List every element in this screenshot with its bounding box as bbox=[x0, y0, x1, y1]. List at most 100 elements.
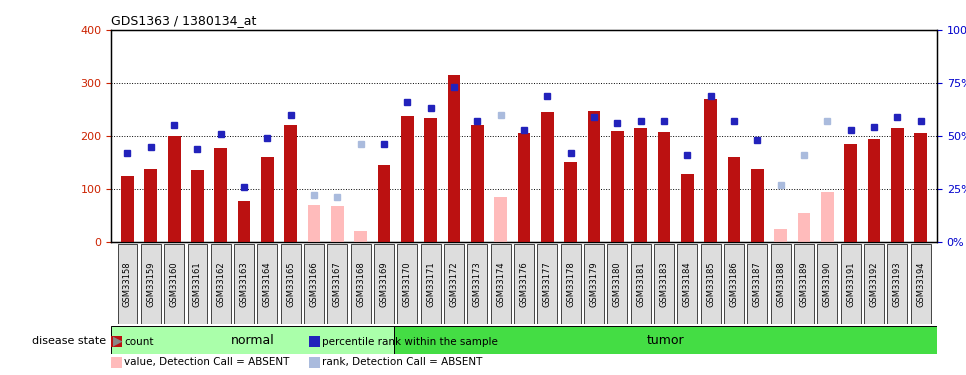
FancyBboxPatch shape bbox=[234, 243, 254, 324]
Text: GSM33172: GSM33172 bbox=[449, 261, 459, 307]
FancyBboxPatch shape bbox=[840, 243, 861, 324]
Bar bbox=[214, 148, 227, 242]
Text: GSM33161: GSM33161 bbox=[193, 261, 202, 307]
Text: GSM33183: GSM33183 bbox=[660, 261, 668, 307]
Text: GSM33179: GSM33179 bbox=[589, 261, 599, 307]
Text: GSM33187: GSM33187 bbox=[753, 261, 762, 307]
Bar bbox=[309, 336, 320, 347]
Bar bbox=[821, 192, 834, 242]
FancyBboxPatch shape bbox=[888, 243, 907, 324]
Text: GSM33190: GSM33190 bbox=[823, 261, 832, 307]
Text: GSM33184: GSM33184 bbox=[683, 261, 692, 307]
FancyBboxPatch shape bbox=[164, 243, 184, 324]
Text: GSM33167: GSM33167 bbox=[333, 261, 342, 307]
Text: GSM33188: GSM33188 bbox=[777, 261, 785, 307]
Bar bbox=[447, 75, 461, 242]
Bar bbox=[309, 357, 320, 368]
FancyBboxPatch shape bbox=[865, 243, 884, 324]
Text: GSM33163: GSM33163 bbox=[240, 261, 248, 307]
Bar bbox=[238, 201, 250, 242]
Bar bbox=[331, 206, 344, 242]
FancyBboxPatch shape bbox=[514, 243, 534, 324]
FancyBboxPatch shape bbox=[281, 243, 300, 324]
FancyBboxPatch shape bbox=[421, 243, 440, 324]
Bar bbox=[914, 133, 927, 242]
Text: GSM33169: GSM33169 bbox=[380, 261, 388, 307]
Text: normal: normal bbox=[231, 334, 274, 347]
Text: value, Detection Call = ABSENT: value, Detection Call = ABSENT bbox=[124, 357, 290, 367]
FancyBboxPatch shape bbox=[374, 243, 394, 324]
Bar bbox=[191, 170, 204, 242]
FancyBboxPatch shape bbox=[351, 243, 371, 324]
Bar bbox=[284, 125, 298, 242]
FancyBboxPatch shape bbox=[794, 243, 814, 324]
Text: GSM33185: GSM33185 bbox=[706, 261, 715, 307]
FancyBboxPatch shape bbox=[468, 243, 487, 324]
FancyBboxPatch shape bbox=[187, 243, 208, 324]
Bar bbox=[518, 133, 530, 242]
Text: GSM33191: GSM33191 bbox=[846, 261, 855, 307]
FancyBboxPatch shape bbox=[608, 243, 627, 324]
Bar bbox=[401, 116, 413, 242]
FancyBboxPatch shape bbox=[911, 243, 930, 324]
Bar bbox=[635, 128, 647, 242]
Text: GSM33193: GSM33193 bbox=[893, 261, 902, 307]
FancyBboxPatch shape bbox=[118, 243, 137, 324]
Bar bbox=[587, 111, 601, 242]
Bar bbox=[471, 125, 484, 242]
Bar bbox=[798, 213, 810, 242]
Text: GSM33168: GSM33168 bbox=[356, 261, 365, 307]
FancyBboxPatch shape bbox=[561, 243, 581, 324]
Bar bbox=[424, 118, 438, 242]
Text: GSM33170: GSM33170 bbox=[403, 261, 412, 307]
Text: ▶: ▶ bbox=[113, 335, 123, 348]
FancyBboxPatch shape bbox=[444, 243, 464, 324]
FancyBboxPatch shape bbox=[748, 243, 767, 324]
Text: GSM33178: GSM33178 bbox=[566, 261, 575, 307]
Text: percentile rank within the sample: percentile rank within the sample bbox=[323, 337, 498, 346]
Bar bbox=[681, 174, 694, 242]
Text: GSM33189: GSM33189 bbox=[800, 261, 809, 307]
Bar bbox=[111, 336, 122, 347]
Text: GSM33173: GSM33173 bbox=[473, 261, 482, 307]
Text: GSM33171: GSM33171 bbox=[426, 261, 436, 307]
FancyBboxPatch shape bbox=[631, 243, 651, 324]
Bar bbox=[111, 326, 394, 354]
Bar bbox=[891, 128, 904, 242]
Bar bbox=[704, 99, 717, 242]
FancyBboxPatch shape bbox=[491, 243, 511, 324]
Bar bbox=[168, 136, 181, 242]
Bar bbox=[727, 157, 741, 242]
Text: tumor: tumor bbox=[647, 334, 685, 347]
Bar bbox=[394, 326, 937, 354]
Text: GSM33186: GSM33186 bbox=[729, 261, 739, 307]
FancyBboxPatch shape bbox=[817, 243, 838, 324]
FancyBboxPatch shape bbox=[258, 243, 277, 324]
Bar bbox=[751, 169, 764, 242]
FancyBboxPatch shape bbox=[211, 243, 231, 324]
Text: GSM33194: GSM33194 bbox=[916, 261, 925, 307]
FancyBboxPatch shape bbox=[584, 243, 604, 324]
FancyBboxPatch shape bbox=[700, 243, 721, 324]
FancyBboxPatch shape bbox=[141, 243, 160, 324]
FancyBboxPatch shape bbox=[677, 243, 697, 324]
Text: GSM33166: GSM33166 bbox=[309, 261, 319, 307]
Text: rank, Detection Call = ABSENT: rank, Detection Call = ABSENT bbox=[323, 357, 483, 367]
Text: GSM33162: GSM33162 bbox=[216, 261, 225, 307]
Bar bbox=[261, 157, 273, 242]
Bar bbox=[378, 165, 390, 242]
Bar bbox=[611, 130, 624, 242]
Bar bbox=[658, 132, 670, 242]
Text: GSM33165: GSM33165 bbox=[286, 261, 296, 307]
FancyBboxPatch shape bbox=[327, 243, 348, 324]
Text: GSM33176: GSM33176 bbox=[520, 261, 528, 307]
FancyBboxPatch shape bbox=[771, 243, 790, 324]
Text: count: count bbox=[124, 337, 154, 346]
FancyBboxPatch shape bbox=[537, 243, 557, 324]
Bar bbox=[307, 205, 321, 242]
FancyBboxPatch shape bbox=[304, 243, 324, 324]
Bar bbox=[111, 357, 122, 368]
Bar bbox=[564, 162, 577, 242]
Text: GSM33159: GSM33159 bbox=[146, 261, 156, 307]
FancyBboxPatch shape bbox=[654, 243, 674, 324]
